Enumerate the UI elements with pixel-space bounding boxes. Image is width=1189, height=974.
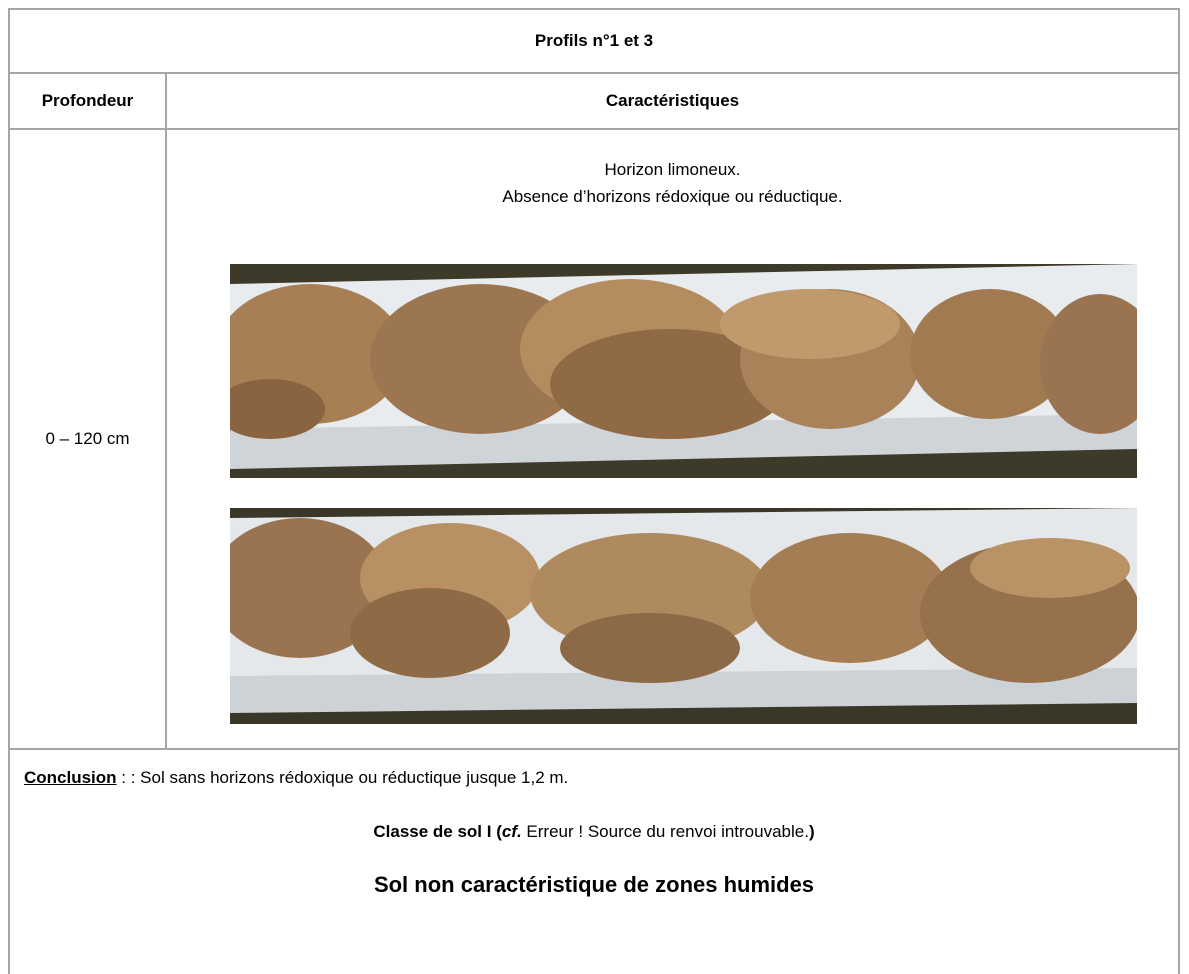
table-title: Profils n°1 et 3 — [534, 31, 654, 50]
body-row: 0 – 120 cm Horizon limoneux. Absence d’h… — [10, 130, 1178, 750]
soil-photo — [230, 508, 1137, 724]
description: Horizon limoneux. Absence d’horizons réd… — [167, 130, 1178, 748]
verdict: Sol non caractéristique de zones humides — [373, 872, 815, 897]
header-row: Profondeur Caractéristiques — [10, 74, 1178, 130]
text-line: Horizon limoneux. — [604, 160, 741, 179]
soil-photo — [230, 264, 1137, 478]
divider — [165, 74, 167, 128]
soil-table: Profils n°1 et 3 Profondeur Caractéristi… — [8, 8, 1180, 974]
text-line: Absence d’horizons rédoxique ou réductiq… — [502, 187, 843, 206]
class-error: Erreur ! Source du renvoi introuvable. — [521, 822, 809, 841]
class-text: ) — [808, 822, 815, 841]
header: Caractéristiques — [605, 91, 740, 110]
conclusion-text: : : Sol sans horizons rédoxique ou réduc… — [116, 768, 569, 787]
depth: 0 – 120 cm — [45, 429, 130, 448]
conclusion-label: Conclusion — [24, 768, 117, 787]
class-ref: cf. — [501, 822, 522, 841]
divider — [165, 130, 167, 748]
header: Profondeur — [41, 91, 134, 110]
soil-class: Classe de sol I (cf. Erreur ! Source du … — [10, 822, 1178, 842]
conclusion-line: Conclusion : : Sol sans horizons rédoxiq… — [24, 768, 1178, 788]
title-row: Profils n°1 et 3 — [10, 10, 1178, 74]
class-text: Classe de sol I ( — [373, 822, 502, 841]
